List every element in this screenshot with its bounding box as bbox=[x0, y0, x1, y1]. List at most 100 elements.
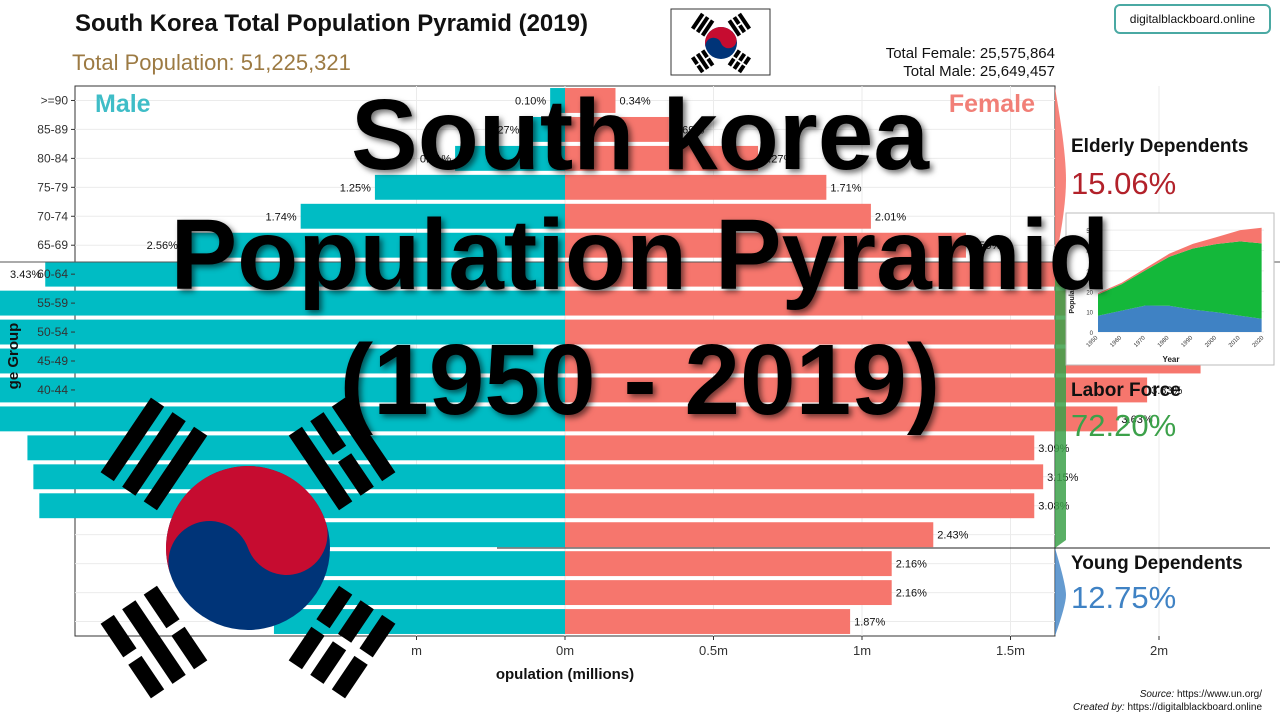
trigram-bar bbox=[700, 19, 715, 37]
female-bar bbox=[565, 522, 934, 548]
female-bar bbox=[565, 464, 1044, 490]
trigram-bar bbox=[695, 16, 710, 34]
male-bar bbox=[300, 203, 565, 229]
young-band bbox=[1055, 548, 1066, 636]
trigram-bar bbox=[143, 426, 208, 511]
trigram bbox=[727, 49, 752, 74]
trigram bbox=[100, 585, 208, 699]
trigram-bar bbox=[732, 60, 741, 70]
labor-label: Labor Force bbox=[1071, 380, 1181, 401]
trigram-bar bbox=[732, 16, 741, 26]
male-pct-label: 0.27% bbox=[488, 124, 519, 136]
male-bar bbox=[0, 348, 565, 374]
area-series bbox=[1098, 305, 1262, 332]
overlay-line-2: Population Pyramid bbox=[170, 199, 1110, 311]
trigram bbox=[690, 12, 715, 37]
female-pct-label: 1.87% bbox=[854, 617, 885, 629]
x-tick-label: 0.5m bbox=[699, 643, 728, 658]
trigram-bar bbox=[727, 57, 736, 67]
trigram-bar bbox=[122, 412, 186, 496]
source-note: Source: https://www.un.org/ Created by: … bbox=[1073, 688, 1262, 714]
male-bar bbox=[0, 406, 565, 432]
male-bar bbox=[523, 116, 565, 142]
male-bar bbox=[181, 232, 565, 258]
y-tick-label: 50-54 bbox=[37, 325, 68, 339]
trigram-bar bbox=[100, 614, 137, 658]
trigram-bar bbox=[690, 12, 705, 30]
y-tick-label: 85-89 bbox=[37, 122, 68, 136]
trigram bbox=[288, 397, 396, 511]
taegeuk-red-half bbox=[166, 466, 328, 577]
female-pct-label: 2.01% bbox=[875, 211, 906, 223]
y-tick-label: 60-64 bbox=[37, 267, 68, 281]
female-pct-label: 3.08% bbox=[1038, 501, 1069, 513]
total-male: Total Male: 25,649,457 bbox=[903, 63, 1055, 80]
female-bar bbox=[565, 377, 1148, 403]
created-url[interactable]: https://digitalblackboard.online bbox=[1127, 702, 1262, 713]
y-tick-label: 65-69 bbox=[37, 238, 68, 252]
y-tick-label: 80-84 bbox=[37, 151, 68, 165]
trigram-bar bbox=[733, 49, 742, 59]
trigram bbox=[100, 397, 208, 511]
trigram-bar bbox=[738, 52, 747, 62]
source-url[interactable]: https://www.un.org/ bbox=[1176, 689, 1262, 700]
male-pct-label: 2.56% bbox=[147, 240, 178, 252]
area-y-tick-label: 20 bbox=[1086, 290, 1093, 296]
trigram-bar bbox=[143, 585, 180, 629]
female-pct-label: 1.71% bbox=[830, 182, 861, 194]
male-bar bbox=[0, 290, 566, 316]
trigram-bar bbox=[727, 19, 742, 37]
male-bar bbox=[0, 377, 566, 403]
trigram-bar bbox=[690, 56, 699, 66]
female-pct-label: 3.83% bbox=[1151, 385, 1182, 397]
labor-value: 72.20% bbox=[1071, 408, 1177, 443]
area-y-tick-label: 30 bbox=[1086, 270, 1093, 276]
trigram-bar bbox=[337, 600, 374, 643]
female-bar bbox=[565, 580, 892, 606]
x-tick-label: 1.5m bbox=[996, 643, 1025, 658]
area-y-tick-label: 0 bbox=[1090, 331, 1094, 337]
trigram-bar bbox=[331, 655, 368, 699]
female-pct-label: 0.69% bbox=[673, 124, 704, 136]
area-y-label: Popula bbox=[1069, 290, 1076, 313]
trigram-bar bbox=[310, 412, 347, 455]
overlay-line-1: South korea bbox=[351, 79, 929, 191]
dependency-bands bbox=[1055, 88, 1066, 636]
overlay-line-3: (1950 - 2019) bbox=[339, 324, 941, 436]
trigram-bar bbox=[310, 641, 347, 684]
korea-flag-small bbox=[670, 8, 771, 76]
trigram-bar bbox=[100, 397, 165, 482]
y-tick-label: >=90 bbox=[41, 93, 69, 107]
male-pct-label: 0.10% bbox=[515, 95, 546, 107]
male-pct-label: 1.25% bbox=[340, 182, 371, 194]
trigram-bar bbox=[122, 600, 186, 684]
trigram-bar bbox=[737, 64, 746, 74]
y-tick-label: 55-59 bbox=[37, 296, 68, 310]
female-pct-label: 2.16% bbox=[896, 559, 927, 571]
labor-band bbox=[1055, 262, 1066, 548]
elderly-value: 15.06% bbox=[1071, 166, 1177, 201]
y-tick-label: 40-44 bbox=[37, 383, 68, 397]
trigram-bar bbox=[288, 626, 325, 670]
male-pct-label: 1.74% bbox=[265, 211, 296, 223]
trigram-bar bbox=[128, 655, 165, 699]
legend-male: Male bbox=[95, 90, 151, 118]
male-pct-label: 0.71% bbox=[420, 153, 451, 165]
created-prefix: Created by: bbox=[1072, 702, 1125, 713]
female-pct-label: 1.27% bbox=[762, 153, 793, 165]
female-pct-label: 2.43% bbox=[937, 530, 968, 542]
trigram-bar bbox=[337, 453, 374, 496]
male-bar bbox=[273, 609, 565, 634]
area-y-tick-label: 10 bbox=[1086, 311, 1093, 317]
female-pct-label: 2.16% bbox=[896, 588, 927, 600]
male-bar bbox=[550, 88, 565, 113]
female-bar bbox=[565, 145, 759, 171]
taegeuk-red-half bbox=[705, 27, 737, 49]
female-bar bbox=[565, 551, 892, 577]
male-bar bbox=[0, 319, 565, 345]
y-axis-label: ge Group bbox=[5, 323, 22, 390]
site-badge[interactable]: digitalblackboard.online bbox=[1114, 4, 1271, 34]
population-pyramid: 0.10% 0.34% >=90 0.27% 0.69% 85-89 0.71% 1.27% 8… bbox=[0, 85, 1280, 683]
